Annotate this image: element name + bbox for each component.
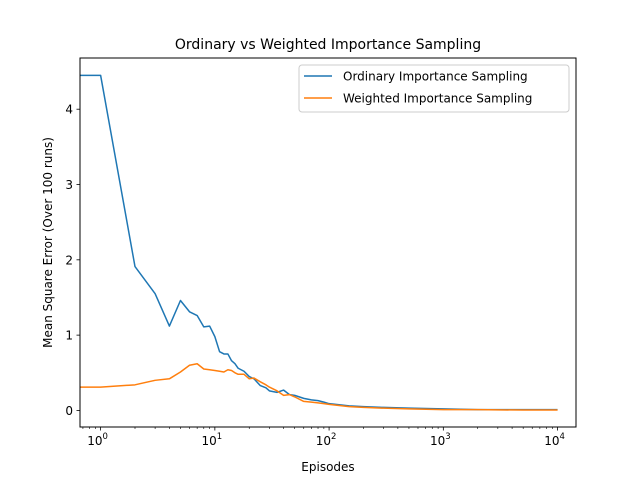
- x-tick-label: 102: [316, 432, 337, 448]
- chart-title: Ordinary vs Weighted Importance Sampling: [175, 37, 481, 53]
- x-axis-label: Episodes: [301, 460, 354, 474]
- y-tick-label: 3: [65, 178, 73, 192]
- plot-area: [80, 74, 558, 411]
- y-axis-label: Mean Square Error (Over 100 runs): [41, 137, 55, 348]
- y-tick-label: 4: [65, 103, 73, 117]
- legend-entry: Ordinary Importance Sampling: [343, 70, 528, 84]
- y-tick-label: 1: [65, 329, 73, 343]
- legend-entry: Weighted Importance Sampling: [343, 92, 532, 106]
- series-line-ordinary: [80, 74, 558, 411]
- axes-frame: [79, 57, 577, 428]
- x-tick-label: 104: [544, 432, 565, 448]
- y-tick-label: 2: [65, 253, 73, 267]
- axis-ticks: 100 101 102 103 104 0 1 2 3 4: [65, 103, 565, 448]
- x-tick-label: 100: [87, 432, 108, 448]
- y-tick-label: 0: [65, 404, 73, 418]
- x-tick-label: 103: [430, 432, 451, 448]
- legend: Ordinary Importance Sampling Weighted Imp…: [298, 64, 570, 113]
- series-line-weighted: [80, 362, 558, 411]
- x-tick-label: 101: [202, 432, 223, 448]
- legend-box: [298, 64, 570, 113]
